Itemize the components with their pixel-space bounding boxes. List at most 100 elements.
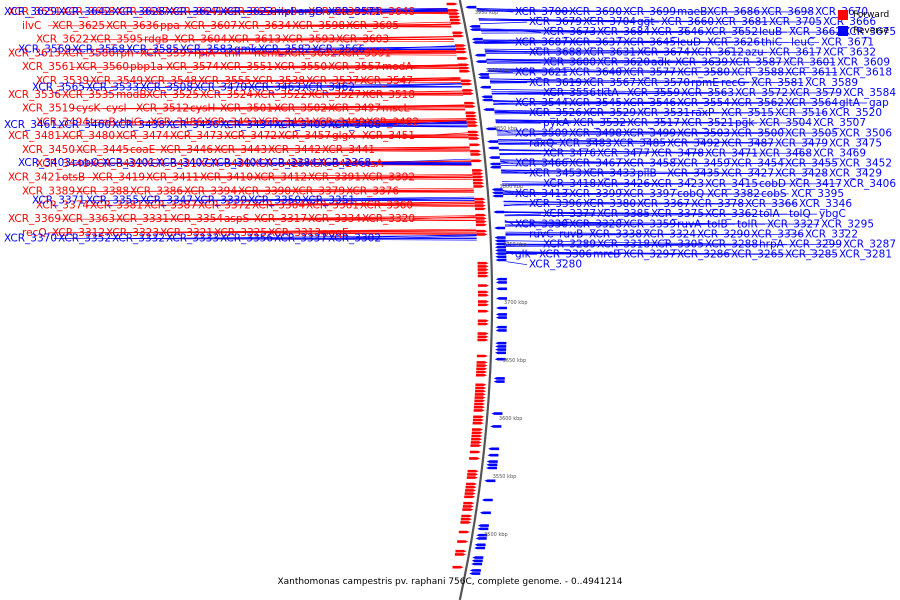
reverse-gene-arrow	[486, 463, 498, 467]
gene-label: XCR_3355	[86, 195, 139, 207]
gene-label: XCR_3472	[224, 130, 277, 142]
gene-label: XCR_3281	[839, 249, 892, 261]
forward-gene-arrow	[471, 431, 483, 435]
reverse-gene-arrow	[475, 537, 487, 540]
gene-label: XCR_3458	[623, 158, 676, 170]
gene-label: XCR_3286	[677, 249, 730, 261]
gene-label: XCR_3602	[284, 47, 337, 59]
gene-label: ggt	[637, 16, 654, 28]
forward-gene-arrow	[466, 476, 478, 479]
reverse-gene-arrow	[495, 277, 507, 281]
leader-line	[387, 50, 456, 54]
gene-label: XCR_3498	[569, 127, 622, 139]
gene-label: maeB	[677, 6, 707, 18]
gene-label: XCR_3331	[116, 213, 169, 225]
forward-gene-arrow	[467, 130, 479, 134]
gene-label: modA	[382, 61, 413, 73]
reverse-gene-arrow	[485, 466, 497, 470]
gene-label: XCR_3313	[268, 227, 321, 239]
reverse-gene-arrow	[495, 255, 507, 259]
genome-backbone	[458, 0, 494, 600]
gene-label: XCR_3404	[210, 157, 263, 169]
forward-gene-arrow	[453, 34, 465, 38]
gene-label: raxP	[691, 107, 714, 119]
kbp-tick-label: 3900 kbp	[485, 68, 509, 74]
gene-label: XCR_3361	[306, 199, 359, 211]
gene-label: XCR_3605	[346, 20, 399, 32]
gene-label: XCR_3360	[360, 199, 413, 211]
reverse-gene-arrow	[474, 543, 486, 547]
forward-gene-arrow	[458, 530, 470, 534]
gene-label: XCR_3615	[8, 47, 61, 59]
leader-line	[395, 190, 474, 192]
legend-item-reverse: Reverse	[838, 23, 889, 39]
gene-label: pgk	[735, 117, 755, 129]
gene-label: XCR_3572	[735, 87, 788, 99]
reverse-gene-arrow	[469, 25, 481, 28]
gene-label: XCR_3619	[529, 77, 582, 89]
gene-label: ilvC	[22, 20, 41, 32]
gene-label: XCR_3505	[785, 127, 838, 139]
legend-label-reverse: Reverse	[853, 26, 890, 36]
gene-label: XCR_3491	[258, 116, 311, 128]
leader-line	[485, 52, 744, 54]
gene-label: XCR_3454	[731, 158, 784, 170]
forward-gene-arrow	[466, 117, 478, 121]
gene-label: XCR_3323	[106, 227, 159, 239]
leader-line	[189, 83, 462, 88]
gene-label: XCR_3506	[839, 127, 892, 139]
forward-gene-arrow	[470, 149, 482, 153]
gene-label: XCR_3535	[62, 89, 115, 101]
gene-label: XCR_3674	[637, 46, 690, 58]
gene-label: XCR_3500	[731, 127, 784, 139]
gene-label: XCR_3595	[90, 34, 143, 46]
reverse-gene-arrow	[490, 425, 502, 428]
gene-label: XCR_3478	[651, 148, 704, 160]
gene-label: XCR_3324	[643, 228, 696, 240]
gene-label: XCR_3522	[254, 89, 307, 101]
gene-label: gap	[869, 97, 889, 109]
reverse-gene-arrow	[494, 357, 506, 361]
gene-label: XCR_3586	[62, 47, 115, 59]
gene-label: XCR_3457	[278, 130, 331, 142]
gene-label: ruvC	[529, 228, 554, 240]
leader-line	[355, 204, 475, 208]
forward-gene-arrow	[467, 124, 479, 127]
gene-label: XCR_3515	[721, 107, 774, 119]
gene-label: XCR_3430	[198, 158, 251, 170]
reverse-gene-arrow	[495, 341, 507, 345]
leader-line	[219, 49, 456, 54]
gene-arrow-track	[446, 2, 507, 575]
gene-label: cobO	[72, 157, 99, 169]
gene-label: XCR_3524	[200, 89, 253, 101]
gene-label: XCR_3412	[254, 172, 307, 184]
gene-label: XCR_3686	[707, 6, 760, 18]
gene-label: XCR_3618	[839, 67, 892, 79]
gene-label: XCR_3305	[651, 238, 704, 250]
leader-line	[273, 135, 469, 139]
gene-label: XCR_3571	[328, 6, 381, 18]
leader-line	[494, 110, 828, 114]
forward-gene-arrow	[477, 265, 489, 268]
leader-line	[409, 204, 475, 207]
leader-line	[189, 196, 475, 202]
gene-label: XCR_3600	[543, 57, 596, 69]
gene-label: XCR_3662	[789, 26, 842, 38]
gene-label: XCR_3569	[18, 44, 71, 56]
leader-line	[496, 128, 514, 134]
gene-label: XCR_3297	[623, 249, 676, 261]
gene-label: XCR_3413	[515, 188, 568, 200]
gene-label: trmB	[90, 116, 116, 128]
leader-line	[357, 93, 463, 96]
reverse-gene-arrow	[465, 5, 477, 9]
gene-label: XCR_3468	[759, 148, 812, 160]
gene-label: glgX	[332, 130, 355, 142]
leader-line	[357, 175, 473, 179]
gene-label: XCR_3391	[308, 172, 361, 184]
reverse-gene-arrow	[474, 546, 486, 550]
gene-label: XCR_3566	[312, 44, 365, 56]
forward-gene-arrow	[473, 405, 485, 409]
gene-label: XCR_3634	[238, 20, 291, 32]
gene-label: XCR_3332	[112, 232, 165, 244]
